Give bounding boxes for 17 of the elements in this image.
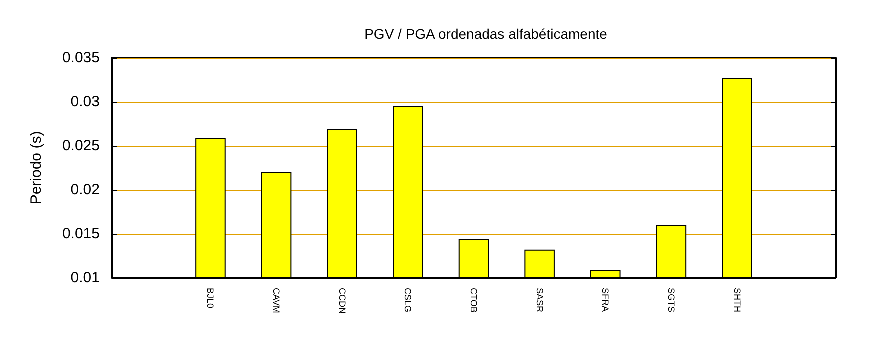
- y-tick-label: 0.01: [70, 270, 100, 286]
- y-tick-label: 0.035: [62, 50, 100, 66]
- x-tick-label: CTOB: [469, 288, 479, 313]
- y-tick-label: 0.025: [62, 138, 100, 154]
- y-axis-title: Periodo (s): [28, 131, 45, 205]
- x-tick-label: SFRA: [600, 288, 611, 312]
- y-tick-label: 0.03: [70, 94, 100, 110]
- y-tick-label: 0.02: [70, 182, 100, 198]
- x-tick-label: SASR: [534, 288, 545, 314]
- x-tick-label: CAVM: [272, 288, 282, 314]
- x-tick-label: SHTH: [732, 288, 742, 312]
- y-tick-label: 0.015: [62, 226, 100, 242]
- x-tick-label: CSLG: [403, 288, 414, 313]
- x-tick-label: BJL0: [206, 288, 216, 309]
- chart-title: PGV / PGA ordenadas alfabéticamente: [364, 26, 608, 42]
- x-tick-label: CCDN: [337, 288, 348, 314]
- x-tick-label: SGTS: [666, 288, 676, 313]
